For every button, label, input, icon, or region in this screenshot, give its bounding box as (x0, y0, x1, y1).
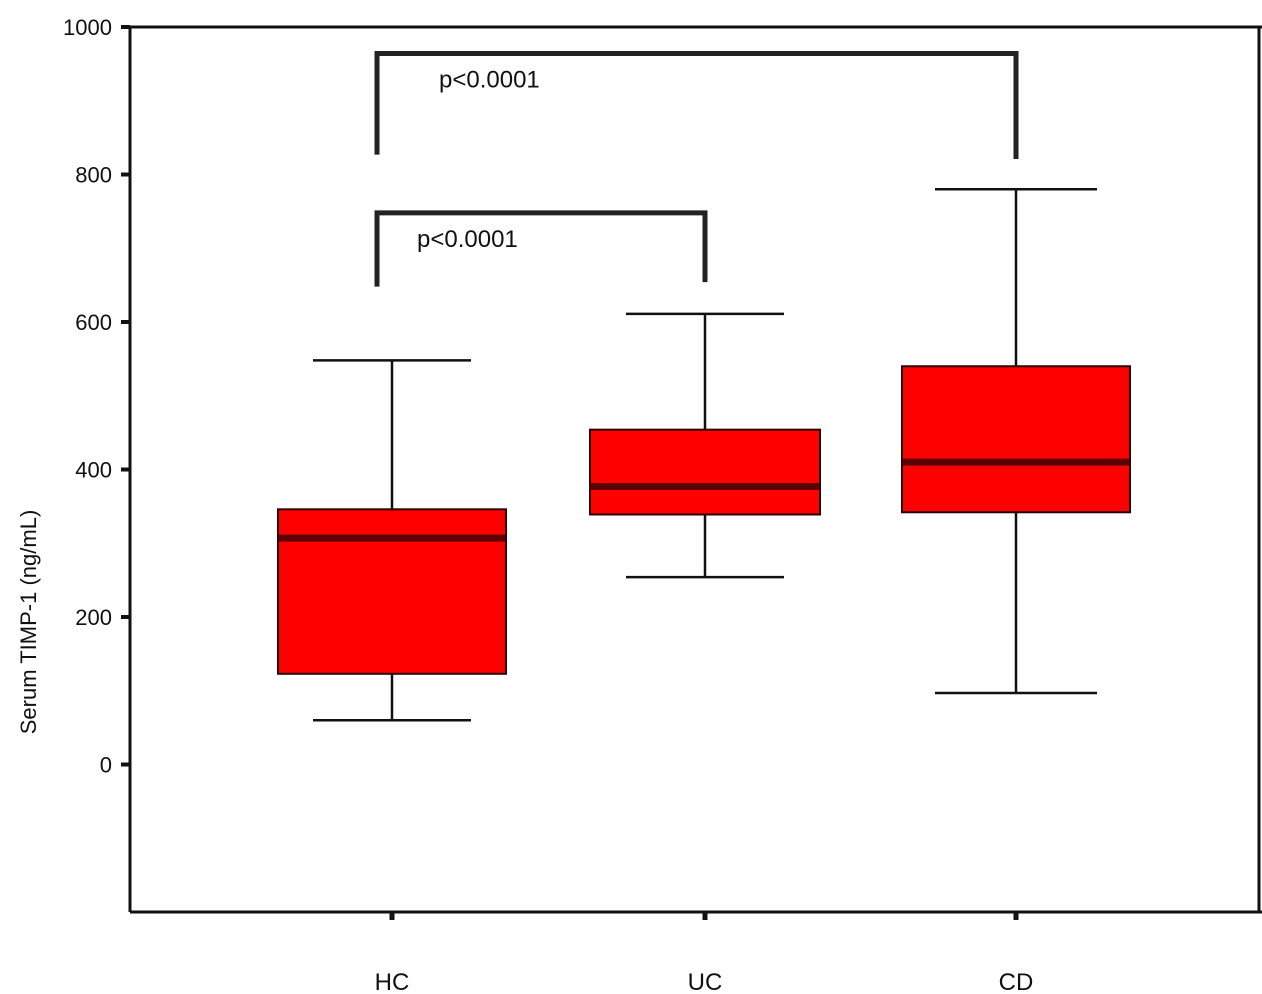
x-tick-label-cd: CD (999, 969, 1034, 994)
y-tick-label: 200 (75, 605, 112, 630)
box-uc (589, 312, 821, 579)
y-tick-label: 1000 (63, 15, 112, 40)
comparison-hc-cd: p<0.0001 (374, 51, 1019, 160)
y-tick-label: 800 (75, 163, 112, 188)
x-tick-label-uc: UC (688, 969, 723, 994)
y-tick-label: 600 (75, 310, 112, 335)
p-value-label: p<0.0001 (439, 67, 540, 94)
comparisons-layer: p<0.0001 p<0.0001 (374, 51, 1019, 287)
box-iqr (901, 365, 1131, 514)
y-axis: 0 200 400 600 800 1000 (63, 15, 132, 912)
boxes-layer (277, 188, 1131, 722)
x-tick-label-hc: HC (375, 969, 410, 994)
y-tick-label: 0 (100, 753, 112, 778)
box-hc (277, 359, 507, 722)
comparison-hc-uc: p<0.0001 (374, 210, 708, 287)
y-tick-label: 400 (75, 458, 112, 483)
significance-bracket (374, 210, 708, 287)
plot-frame (130, 25, 1262, 912)
box-iqr (277, 508, 507, 675)
p-value-label: p<0.0001 (417, 226, 518, 253)
x-axis: HC UC CD (130, 910, 1262, 994)
box-cd (901, 188, 1131, 695)
significance-bracket (374, 51, 1019, 160)
box-iqr (589, 428, 821, 516)
y-axis-title: Serum TIMP-1 (ng/mL) (16, 510, 41, 735)
